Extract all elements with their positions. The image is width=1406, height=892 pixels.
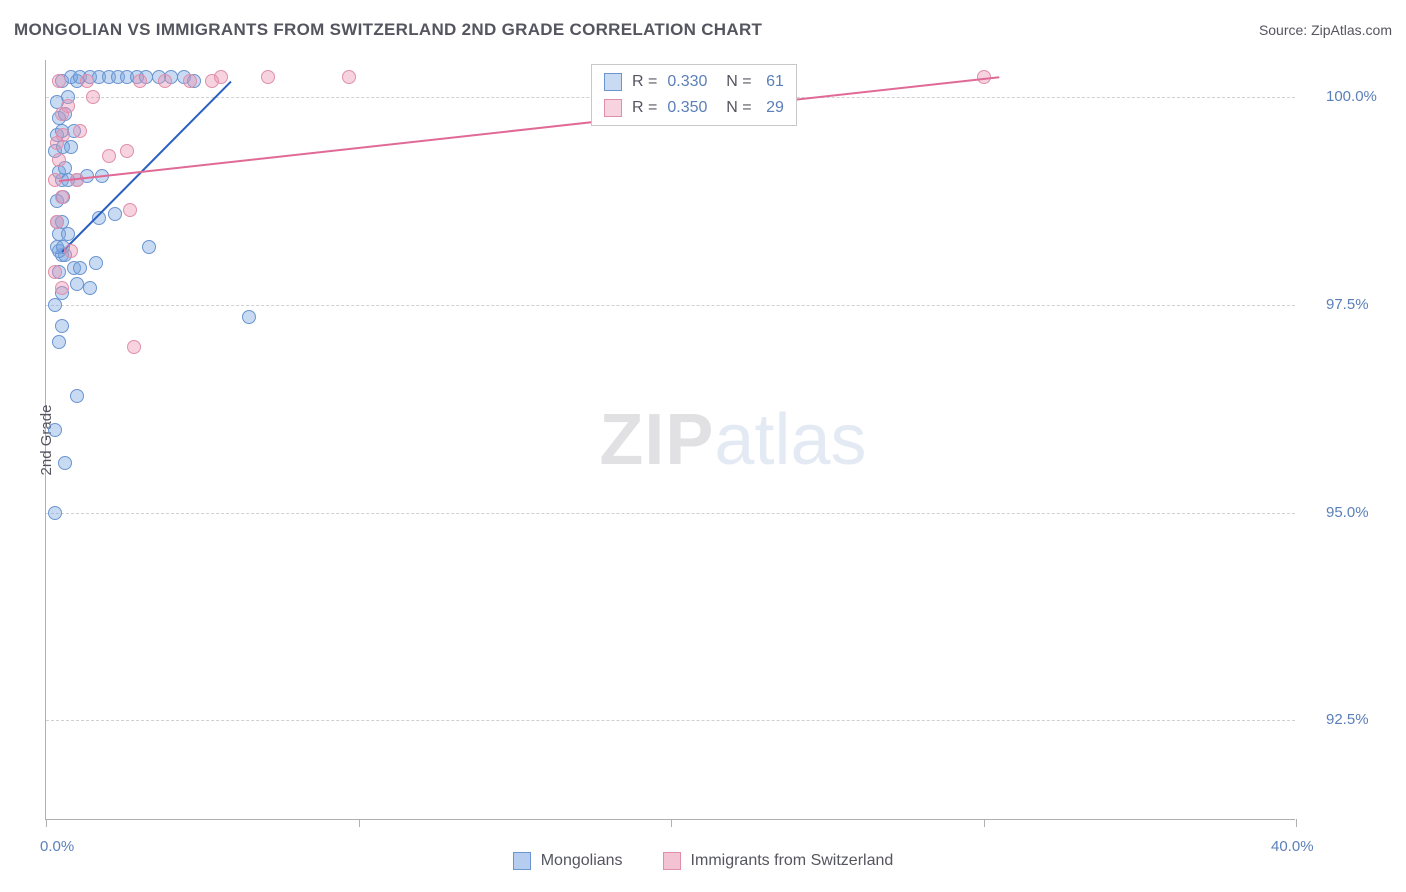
data-point	[61, 99, 75, 113]
data-point	[70, 389, 84, 403]
data-point	[52, 153, 66, 167]
data-point	[120, 144, 134, 158]
data-point	[80, 74, 94, 88]
stats-legend-row: R = 0.350 N = 29	[604, 95, 784, 121]
data-point	[133, 74, 147, 88]
legend-swatch	[663, 852, 681, 870]
data-point	[70, 277, 84, 291]
data-point	[52, 74, 66, 88]
data-point	[158, 74, 172, 88]
bottom-legend: Mongolians Immigrants from Switzerland	[0, 852, 1406, 870]
data-point	[242, 310, 256, 324]
data-point	[123, 203, 137, 217]
legend-swatch	[513, 852, 531, 870]
data-point	[102, 149, 116, 163]
stats-legend-row: R = 0.330 N = 61	[604, 69, 784, 95]
x-tick	[984, 819, 985, 827]
gridline	[46, 720, 1295, 721]
stat-n-label: N =	[717, 95, 751, 121]
data-point	[64, 244, 78, 258]
y-tick-label: 97.5%	[1326, 296, 1369, 313]
watermark: ZIPatlas	[599, 399, 866, 481]
y-tick-label: 92.5%	[1326, 711, 1369, 728]
data-point	[50, 215, 64, 229]
legend-label: Mongolians	[541, 852, 623, 870]
data-point	[89, 256, 103, 270]
stat-n-label: N =	[717, 69, 751, 95]
gridline	[46, 305, 1295, 306]
legend-swatch	[604, 73, 622, 91]
data-point	[83, 281, 97, 295]
watermark-atlas: atlas	[714, 400, 866, 480]
y-tick-label: 100.0%	[1326, 88, 1377, 105]
data-point	[214, 70, 228, 84]
data-point	[73, 124, 87, 138]
data-point	[142, 240, 156, 254]
data-point	[48, 423, 62, 437]
data-point	[58, 456, 72, 470]
data-point	[183, 74, 197, 88]
x-tick	[671, 819, 672, 827]
data-point	[64, 140, 78, 154]
x-tick	[46, 819, 47, 827]
x-tick	[359, 819, 360, 827]
legend-swatch	[604, 99, 622, 117]
scatter-plot-area: 2nd Grade ZIPatlas 92.5%95.0%97.5%100.0%…	[45, 60, 1295, 820]
data-point	[73, 261, 87, 275]
data-point	[52, 335, 66, 349]
data-point	[127, 340, 141, 354]
data-point	[48, 506, 62, 520]
stat-r-label: R =	[632, 69, 657, 95]
data-point	[108, 207, 122, 221]
y-axis-label: 2nd Grade	[38, 404, 55, 475]
stat-r-label: R =	[632, 95, 657, 121]
source-attribution: Source: ZipAtlas.com	[1259, 22, 1392, 38]
trend-line	[58, 77, 999, 183]
data-point	[48, 265, 62, 279]
data-point	[55, 190, 69, 204]
stat-n-value: 29	[762, 95, 784, 121]
data-point	[261, 70, 275, 84]
gridline	[46, 513, 1295, 514]
trend-line	[61, 81, 231, 253]
data-point	[55, 319, 69, 333]
stat-r-value: 0.350	[667, 95, 707, 121]
legend-item: Mongolians	[513, 852, 623, 870]
legend-label: Immigrants from Switzerland	[691, 852, 894, 870]
data-point	[342, 70, 356, 84]
legend-item: Immigrants from Switzerland	[663, 852, 894, 870]
watermark-zip: ZIP	[599, 400, 714, 480]
data-point	[55, 281, 69, 295]
stat-r-value: 0.330	[667, 69, 707, 95]
chart-title: MONGOLIAN VS IMMIGRANTS FROM SWITZERLAND…	[14, 20, 762, 40]
y-tick-label: 95.0%	[1326, 504, 1369, 521]
x-tick	[1296, 819, 1297, 827]
data-point	[86, 90, 100, 104]
data-point	[56, 128, 70, 142]
stat-n-value: 61	[762, 69, 784, 95]
stats-legend: R = 0.330 N = 61R = 0.350 N = 29	[591, 64, 797, 126]
data-point	[48, 298, 62, 312]
